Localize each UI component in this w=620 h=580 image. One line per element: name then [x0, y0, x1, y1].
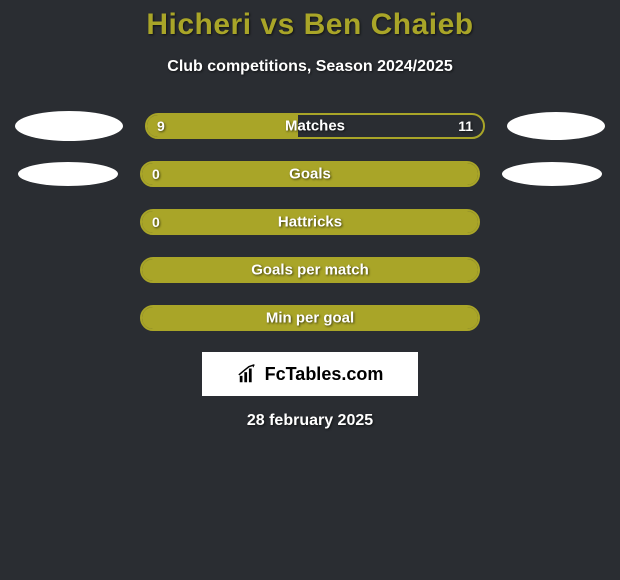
- stat-bar: Goals per match: [140, 257, 480, 283]
- stat-rows: 9 Matches 11 0 Goals 0 Hattricks Goals per matc…: [0, 112, 620, 332]
- stat-bar: 0 Hattricks: [140, 209, 480, 235]
- stat-bar-fill: [147, 115, 298, 137]
- stat-label: Matches: [285, 118, 345, 135]
- player-ellipse-left: [15, 111, 123, 141]
- stat-label: Goals: [289, 166, 331, 183]
- stat-left-value: 0: [152, 166, 160, 182]
- logo-text: FcTables.com: [265, 364, 384, 385]
- stat-row: 0 Goals: [0, 160, 620, 188]
- stat-right-value: 11: [458, 118, 473, 134]
- subtitle: Club competitions, Season 2024/2025: [0, 58, 620, 76]
- logo-box: FcTables.com: [202, 352, 418, 396]
- stat-row: 9 Matches 11: [0, 112, 620, 140]
- player-ellipse-left: [18, 162, 118, 186]
- player-ellipse-right: [502, 162, 602, 186]
- page-title: Hicheri vs Ben Chaieb: [0, 8, 620, 42]
- comparison-card: Hicheri vs Ben Chaieb Club competitions,…: [0, 0, 620, 430]
- stat-bar: 0 Goals: [140, 161, 480, 187]
- chart-icon: [237, 363, 259, 385]
- date-text: 28 february 2025: [0, 412, 620, 430]
- player-ellipse-right: [507, 112, 605, 140]
- stat-label: Min per goal: [266, 310, 354, 327]
- stat-label: Goals per match: [251, 262, 369, 279]
- stat-left-value: 9: [157, 118, 165, 134]
- stat-row: 0 Hattricks: [0, 208, 620, 236]
- stat-left-value: 0: [152, 214, 160, 230]
- stat-label: Hattricks: [278, 214, 342, 231]
- stat-bar: Min per goal: [140, 305, 480, 331]
- stat-bar: 9 Matches 11: [145, 113, 485, 139]
- stat-row: Goals per match: [0, 256, 620, 284]
- stat-row: Min per goal: [0, 304, 620, 332]
